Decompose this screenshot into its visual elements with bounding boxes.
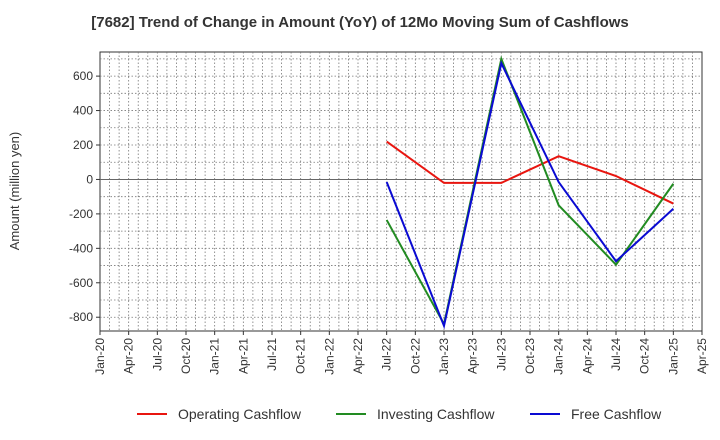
- legend: Operating Cashflow Investing Cashflow Free…: [137, 406, 662, 422]
- plot-area: [99, 51, 703, 332]
- x-tick-label: Apr-24: [580, 338, 594, 374]
- x-tick-label: Apr-23: [466, 338, 480, 374]
- series-line-operating-cashflow: [386, 140, 674, 205]
- y-tick-label: 0: [86, 172, 93, 186]
- x-tick-label: Jan-25: [666, 338, 680, 375]
- x-tick-label: Jul-23: [494, 338, 508, 371]
- x-tick-label: Apr-21: [236, 338, 250, 374]
- legend-label-free-cashflow: Free Cashflow: [571, 406, 662, 422]
- y-axis-label: Amount (million yen): [7, 132, 22, 251]
- y-tick-label: 200: [73, 138, 93, 152]
- x-tick-label: Apr-20: [122, 338, 136, 374]
- x-tick-label: Jan-24: [552, 338, 566, 375]
- y-tick-label: -200: [69, 207, 93, 221]
- y-tick-label: 400: [73, 104, 93, 118]
- x-tick-label: Jul-21: [265, 338, 279, 371]
- y-tick-labels: 600 400 200 0 -200 -400 -600 -800: [69, 69, 100, 324]
- x-tick-label: Jan-23: [437, 338, 451, 375]
- y-tick-label: -800: [69, 310, 93, 324]
- x-tick-labels: Jan-20 Apr-20 Jul-20 Oct-20 Jan-21 Apr-21 Jul-…: [93, 331, 709, 375]
- x-tick-label: Jul-22: [380, 338, 394, 371]
- y-tick-label: -400: [69, 241, 93, 255]
- chart-title: [7682] Trend of Change in Amount (YoY) o…: [91, 14, 629, 31]
- y-tick-label: 600: [73, 69, 93, 83]
- x-tick-label: Jul-20: [150, 338, 164, 371]
- series-line-free-cashflow: [385, 60, 675, 330]
- legend-label-investing-cashflow: Investing Cashflow: [377, 406, 495, 422]
- x-tick-label: Jan-22: [322, 338, 336, 375]
- x-tick-label: Oct-20: [179, 338, 193, 374]
- x-tick-label: Apr-22: [351, 338, 365, 374]
- x-tick-label: Jan-21: [208, 338, 222, 375]
- x-tick-label: Apr-25: [695, 338, 709, 374]
- x-tick-label: Jan-20: [93, 338, 107, 375]
- x-tick-label: Oct-24: [638, 338, 652, 374]
- x-tick-label: Oct-21: [294, 338, 308, 374]
- x-tick-label: Oct-23: [523, 338, 537, 374]
- grid-lines: [100, 52, 702, 331]
- y-tick-label: -600: [69, 276, 93, 290]
- series-lines: [385, 55, 675, 330]
- x-tick-label: Jul-24: [609, 338, 623, 371]
- x-tick-label: Oct-22: [408, 338, 422, 374]
- legend-label-operating-cashflow: Operating Cashflow: [178, 406, 302, 422]
